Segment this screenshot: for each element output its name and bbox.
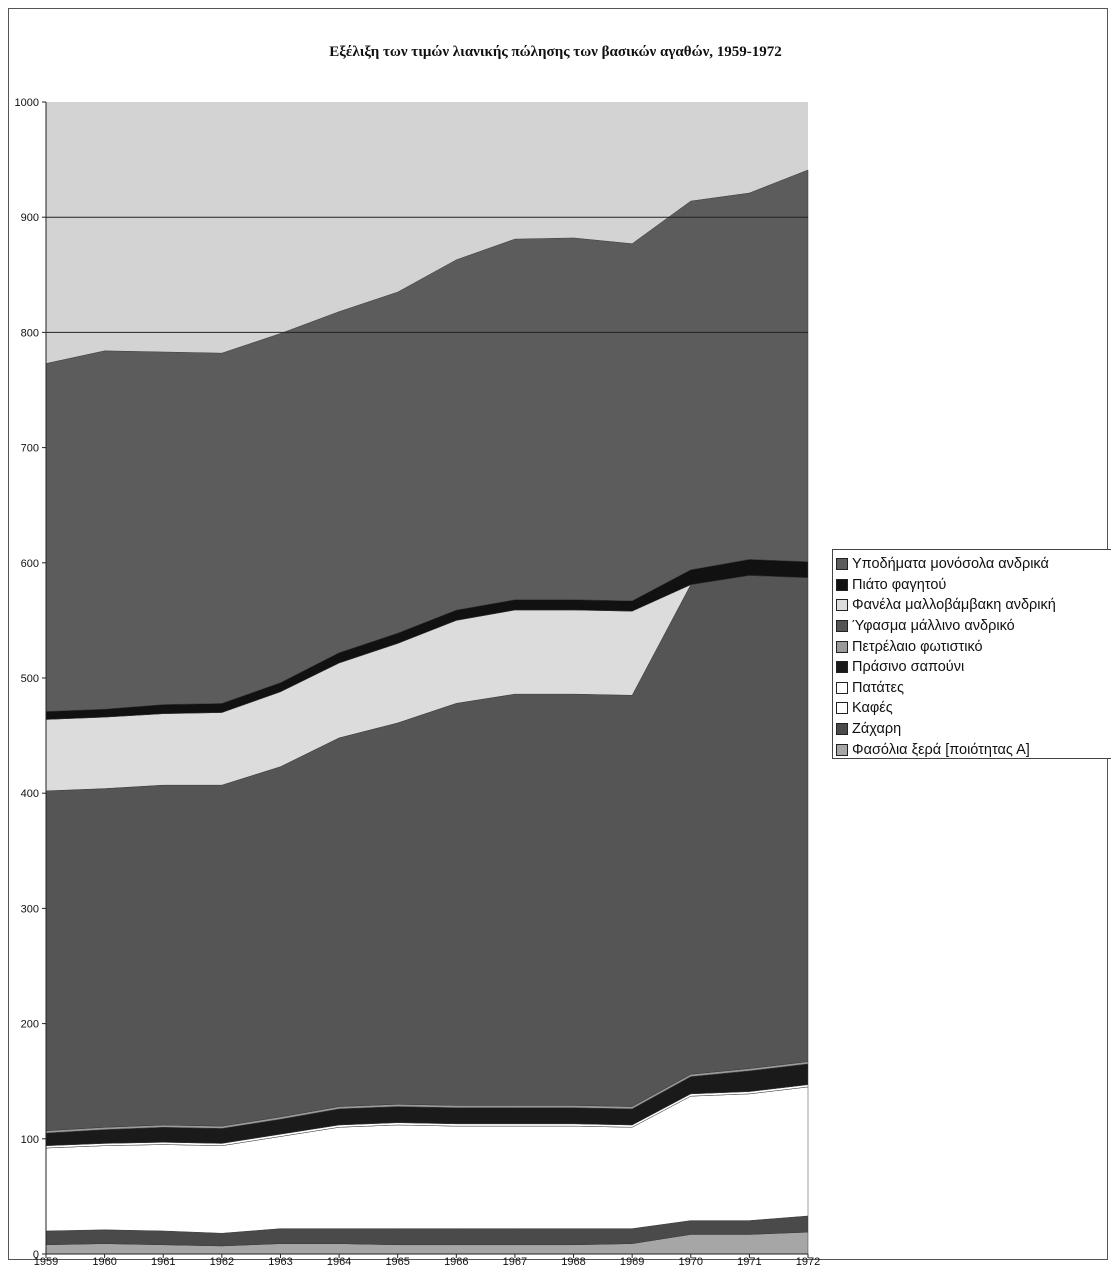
legend-swatch (836, 578, 848, 591)
x-tick-label: 1959 (34, 1256, 58, 1266)
legend-item: Φανέλα μαλλοβάμβακη ανδρική (836, 595, 1111, 616)
series-areas (45, 169, 809, 1255)
legend-label: Πιάτο φαγητού (852, 576, 947, 593)
legend-swatch (836, 681, 848, 694)
x-tick-label: 1971 (737, 1256, 761, 1266)
x-tick-label: 1965 (385, 1256, 409, 1266)
legend-item: Καφές (836, 698, 1111, 719)
x-tick-label: 1961 (151, 1256, 175, 1266)
legend-label: Φασόλια ξερά [ποιότητας Α] (852, 741, 1030, 758)
x-tick-label: 1970 (679, 1256, 703, 1266)
legend-item: Υποδήματα μονόσολα ανδρικά (836, 554, 1111, 575)
y-tick-label: 600 (21, 558, 39, 570)
legend-item: Φασόλια ξερά [ποιότητας Α] (836, 739, 1111, 760)
x-tick-label: 1972 (796, 1256, 820, 1266)
legend-label: Καφές (852, 700, 893, 717)
legend-item: Ζάχαρη (836, 719, 1111, 740)
y-tick-label: 400 (21, 788, 39, 800)
y-tick-label: 0 (33, 1249, 39, 1261)
legend-item: Πράσινο σαπούνι (836, 657, 1111, 678)
legend-item: Ύφασμα μάλλινο ανδρικό (836, 616, 1111, 637)
legend-label: Υποδήματα μονόσολα ανδρικά (852, 556, 1049, 573)
y-tick-label: 700 (21, 443, 39, 455)
legend-item: Πατάτες (836, 678, 1111, 699)
x-tick-label: 1969 (620, 1256, 644, 1266)
legend-label: Πράσινο σαπούνι (852, 659, 965, 676)
legend-swatch (836, 620, 848, 633)
legend-item: Πιάτο φαγητού (836, 575, 1111, 596)
y-tick-label: 200 (21, 1019, 39, 1031)
legend-swatch (836, 702, 848, 715)
x-tick-label: 1968 (561, 1256, 585, 1266)
y-tick-label: 1000 (15, 97, 39, 109)
y-tick-label: 100 (21, 1134, 39, 1146)
legend-swatch (836, 640, 848, 653)
legend: Υποδήματα μονόσολα ανδρικά Πιάτο φαγητού Φ… (832, 549, 1111, 759)
y-axis-ticks: 0 100 200 300 400 500 600 700 800 900 1000 (15, 97, 46, 1261)
legend-swatch (836, 723, 848, 736)
x-tick-label: 1964 (327, 1256, 351, 1266)
x-tick-label: 1966 (444, 1256, 468, 1266)
legend-swatch (836, 558, 848, 571)
y-tick-label: 900 (21, 212, 39, 224)
legend-label: Πατάτες (852, 679, 904, 696)
x-tick-label: 1960 (92, 1256, 116, 1266)
y-tick-label: 500 (21, 673, 39, 685)
series-area-9 (45, 169, 809, 712)
legend-label: Ύφασμα μάλλινο ανδρικό (852, 618, 1015, 635)
chart-title: Εξέλιξη των τιμών λιανικής πώλησης των β… (329, 44, 782, 60)
legend-label: Ζάχαρη (852, 721, 902, 738)
legend-swatch (836, 661, 848, 674)
legend-swatch (836, 743, 848, 756)
legend-label: Φανέλα μαλλοβάμβακη ανδρική (852, 597, 1056, 614)
y-tick-label: 300 (21, 903, 39, 915)
y-tick-label: 800 (21, 327, 39, 339)
legend-swatch (836, 599, 848, 612)
x-tick-label: 1963 (268, 1256, 292, 1266)
gridlines (46, 216, 808, 333)
x-axis-ticks: 1959 1960 1961 1962 1963 1964 1965 1966 1967 1968… (34, 1254, 820, 1266)
legend-label: Πετρέλαιο φωτιστικό (852, 638, 983, 655)
x-tick-label: 1967 (503, 1256, 527, 1266)
x-tick-label: 1962 (210, 1256, 234, 1266)
legend-item: Πετρέλαιο φωτιστικό (836, 636, 1111, 657)
